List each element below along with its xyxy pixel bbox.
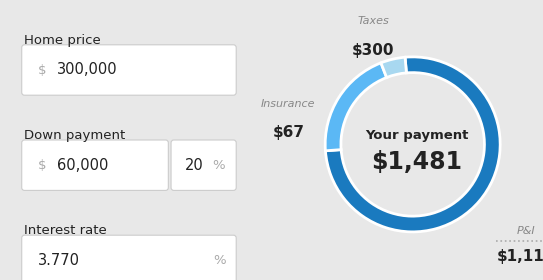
FancyBboxPatch shape	[171, 140, 236, 190]
Wedge shape	[325, 63, 387, 151]
Text: Insurance: Insurance	[261, 99, 315, 109]
Text: $67: $67	[273, 125, 305, 140]
Text: 20: 20	[185, 158, 204, 173]
Text: P&I: P&I	[517, 226, 536, 236]
Text: Your payment: Your payment	[365, 129, 469, 142]
Text: $1,114: $1,114	[497, 249, 543, 264]
FancyBboxPatch shape	[22, 140, 168, 190]
Text: Interest rate: Interest rate	[24, 224, 107, 237]
Text: %: %	[212, 159, 224, 172]
Text: $1,481: $1,481	[371, 150, 463, 174]
Text: Taxes: Taxes	[357, 16, 389, 26]
Text: 300,000: 300,000	[57, 62, 118, 78]
Text: 60,000: 60,000	[57, 158, 109, 173]
Text: $: $	[38, 159, 47, 172]
FancyBboxPatch shape	[22, 235, 236, 280]
Text: Down payment: Down payment	[24, 129, 125, 142]
Text: $: $	[38, 64, 47, 76]
FancyBboxPatch shape	[22, 45, 236, 95]
Wedge shape	[325, 57, 500, 232]
Wedge shape	[381, 57, 406, 78]
Text: Home price: Home price	[24, 34, 101, 46]
Text: $300: $300	[352, 43, 395, 58]
Text: %: %	[213, 254, 226, 267]
Text: 3.770: 3.770	[38, 253, 80, 268]
